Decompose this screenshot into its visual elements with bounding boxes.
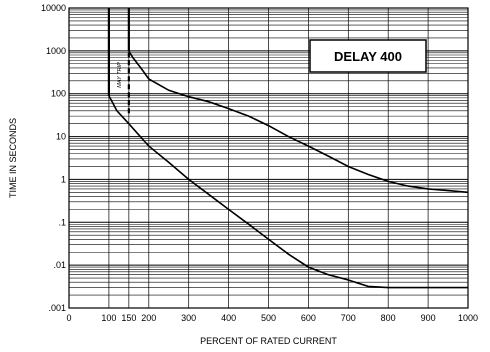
x-tick-labels: 0 100 150 200 300 400 500 600 700 800 900 1000 [66, 313, 478, 323]
curves [108, 50, 469, 289]
y-tick-label: 100 [51, 89, 66, 99]
x-tick-label: 500 [261, 313, 276, 323]
x-tick-label: 900 [421, 313, 436, 323]
lower-trip-curve [108, 95, 468, 289]
x-tick-label: 600 [301, 313, 316, 323]
y-tick-label: 10 [56, 132, 66, 142]
y-tick-label: 10000 [41, 3, 66, 13]
x-tick-label: 150 [121, 313, 136, 323]
y-tick-label: .01 [53, 260, 66, 270]
y-tick-label: 1 [61, 174, 66, 184]
x-tick-label: 800 [381, 313, 396, 323]
x-tick-label: 400 [221, 313, 236, 323]
upper-trip-curve [128, 50, 469, 194]
y-tick-label: .1 [58, 217, 66, 227]
y-tick-labels: .001 .01 .1 1 10 100 1000 10000 [41, 3, 66, 313]
limit-lines [107, 8, 130, 114]
y-tick-label: 1000 [46, 46, 66, 56]
x-tick-label: 100 [101, 313, 116, 323]
x-tick-label: 300 [181, 313, 196, 323]
chart-title: DELAY 400 [334, 49, 402, 64]
plot-frame [68, 7, 469, 309]
y-axis-label: TIME IN SECONDS [8, 118, 18, 198]
y-tick-label: .001 [48, 303, 66, 313]
x-tick-label: 1000 [458, 313, 478, 323]
x-axis-label: PERCENT OF RATED CURRENT [200, 336, 337, 346]
x-tick-label: 0 [66, 313, 71, 323]
may-trip-annotation: MAY TRIP [117, 62, 123, 88]
title-box [309, 39, 427, 73]
x-tick-label: 200 [141, 313, 156, 323]
x-tick-label: 700 [341, 313, 356, 323]
